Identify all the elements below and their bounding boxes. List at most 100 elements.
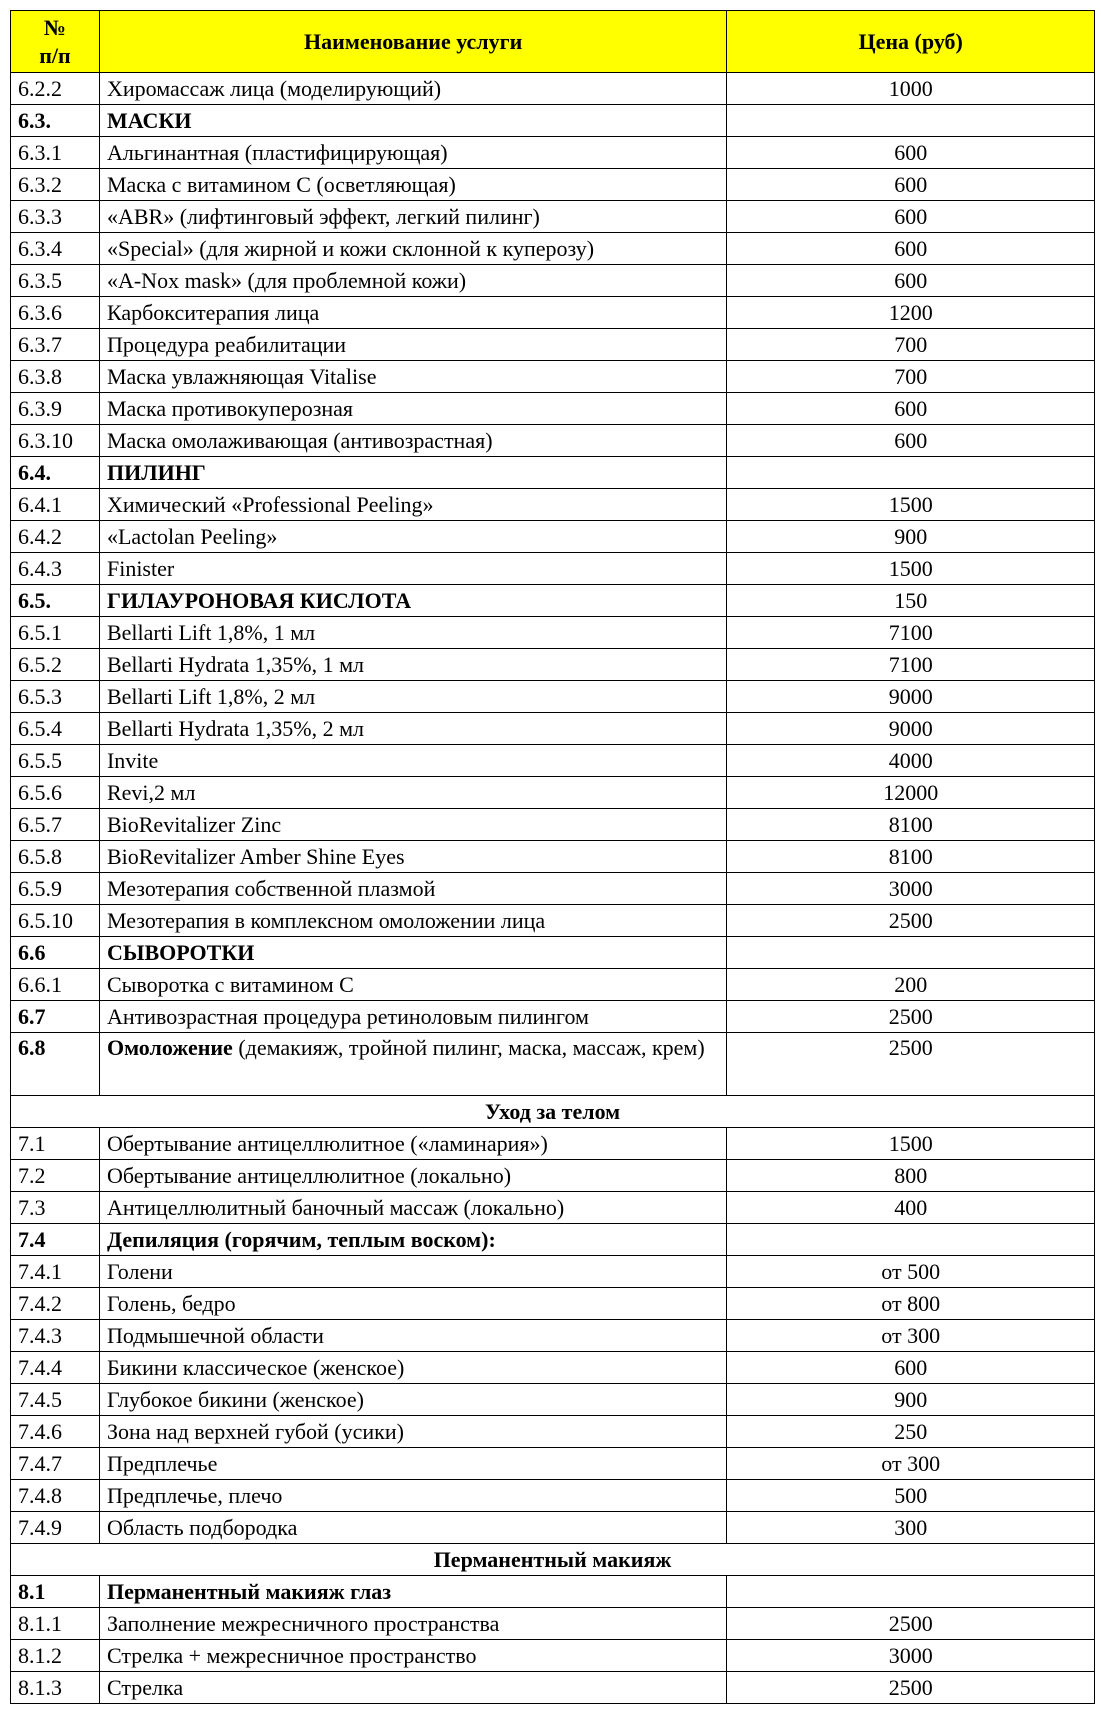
item-price: 8100: [726, 840, 1095, 873]
item-number: 6.5.10: [10, 904, 100, 937]
header-price: Цена (руб): [726, 10, 1095, 73]
item-name: «A-Nox mask» (для проблемной кожи): [98, 264, 728, 297]
item-price: 7100: [726, 648, 1095, 681]
item-price: 1200: [726, 296, 1095, 329]
item-number: 6.5.9: [10, 872, 100, 905]
item-name: Голень, бедро: [98, 1287, 728, 1320]
item-name: ГИЛАУРОНОВАЯ КИСЛОТА: [98, 584, 728, 617]
item-name: Маска с витамином С (осветляющая): [98, 168, 728, 201]
item-number: 6.5.5: [10, 744, 100, 777]
item-name: Альгинантная (пластифицирующая): [98, 136, 728, 169]
item-price: 600: [726, 200, 1095, 233]
table-row: 7.4.1 Голени от 500: [10, 1255, 1095, 1288]
item-name: Глубокое бикини (женское): [98, 1383, 728, 1416]
item-number: 6.3.4: [10, 232, 100, 265]
item-name: Мезотерапия собственной плазмой: [98, 872, 728, 905]
item-price: [726, 1575, 1095, 1608]
item-name: Finister: [98, 552, 728, 585]
item-price: 600: [726, 136, 1095, 169]
table-row: 7.4.9 Область подбородка 300: [10, 1511, 1095, 1544]
item-price: 9000: [726, 680, 1095, 713]
header-num-text: № п/п: [39, 14, 71, 68]
item-price: 700: [726, 328, 1095, 361]
item-number: 7.4.5: [10, 1383, 100, 1416]
item-number: 6.5.7: [10, 808, 100, 841]
item-name: Bellarti Hydrata 1,35%, 2 мл: [98, 712, 728, 745]
item-price: 2500: [726, 1000, 1095, 1033]
item-price: 9000: [726, 712, 1095, 745]
item-price: 300: [726, 1511, 1095, 1544]
item-price: 1500: [726, 552, 1095, 585]
item-name: МАСКИ: [98, 104, 728, 137]
item-price: 600: [726, 392, 1095, 425]
table-row: 7.4.8 Предплечье, плечо 500: [10, 1479, 1095, 1512]
item-name: Маска омолаживающая (антивозрастная): [98, 424, 728, 457]
item-number: 7.3: [10, 1191, 100, 1224]
item-price: 600: [726, 264, 1095, 297]
item-number: 6.3.8: [10, 360, 100, 393]
table-row: 6.5.7 BioRevitalizer Zinc 8100: [10, 808, 1095, 841]
item-name: Предплечье, плечо: [98, 1479, 728, 1512]
item-number: 6.5.6: [10, 776, 100, 809]
item-name: Мезотерапия в комплексном омоложении лиц…: [98, 904, 728, 937]
table-row: 6.3.3 «ABR» (лифтинговый эффект, легкий п…: [10, 200, 1095, 233]
item-name: Депиляция (горячим, теплым воском):: [98, 1223, 728, 1256]
item-number: 7.4.9: [10, 1511, 100, 1544]
item-name: Голени: [98, 1255, 728, 1288]
section-title: Перманентный макияж: [10, 1543, 1095, 1576]
table-row: 7.4.3 Подмышечной области от 300: [10, 1319, 1095, 1352]
item-number: 6.5.4: [10, 712, 100, 745]
table-row: 8.1 Перманентный макияж глаз: [10, 1575, 1095, 1608]
item-name: Омоложение (демакияж, тройной пилинг, ма…: [98, 1032, 728, 1096]
table-row: 6.8 Омоложение (демакияж, тройной пилинг,…: [10, 1032, 1095, 1096]
table-row: 6.4.1 Химический «Professional Peeling» 15…: [10, 488, 1095, 521]
table-row: 6.5.8 BioRevitalizer Amber Shine Eyes 8100: [10, 840, 1095, 873]
item-price: [726, 936, 1095, 969]
table-row: 8.1.1 Заполнение межресничного пространст…: [10, 1607, 1095, 1640]
table-row: 8.1.2 Стрелка + межресничное пространство…: [10, 1639, 1095, 1672]
item-number: 6.3.7: [10, 328, 100, 361]
item-price: от 500: [726, 1255, 1095, 1288]
item-number: 7.4.3: [10, 1319, 100, 1352]
table-row: 6.5.1 Bellarti Lift 1,8%, 1 мл 7100: [10, 616, 1095, 649]
item-price: 1500: [726, 488, 1095, 521]
item-name: Подмышечной области: [98, 1319, 728, 1352]
item-name: Bellarti Lift 1,8%, 2 мл: [98, 680, 728, 713]
item-price: 2500: [726, 1671, 1095, 1704]
table-row: 6.7 Антивозрастная процедура ретиноловым …: [10, 1000, 1095, 1033]
table-row: 7.2 Обертывание антицеллюлитное (локально…: [10, 1159, 1095, 1192]
item-name: Бикини классическое (женское): [98, 1351, 728, 1384]
table-row: 6.4.2 «Lactolan Peeling» 900: [10, 520, 1095, 553]
item-name: Область подбородка: [98, 1511, 728, 1544]
item-name: Обертывание антицеллюлитное («ламинария»…: [98, 1127, 728, 1160]
item-name: Bellarti Hydrata 1,35%, 1 мл: [98, 648, 728, 681]
table-row: 6.5.10 Мезотерапия в комплексном омоложен…: [10, 904, 1095, 937]
item-price: 600: [726, 168, 1095, 201]
table-row: 6.3.9 Маска противокуперозная 600: [10, 392, 1095, 425]
item-name: «Special» (для жирной и кожи склонной к …: [98, 232, 728, 265]
item-price: 250: [726, 1415, 1095, 1448]
item-number: 6.7: [10, 1000, 100, 1033]
table-row: 8.1.3 Стрелка 2500: [10, 1671, 1095, 1704]
item-number: 6.5.3: [10, 680, 100, 713]
section-row: Уход за телом: [10, 1095, 1095, 1128]
item-name: BioRevitalizer Zinc: [98, 808, 728, 841]
item-number: 6.6.1: [10, 968, 100, 1001]
item-name: Хиромассаж лица (моделирующий): [98, 72, 728, 105]
item-name: ПИЛИНГ: [98, 456, 728, 489]
item-price: 800: [726, 1159, 1095, 1192]
item-number: 6.3.: [10, 104, 100, 137]
price-list-table: № п/п Наименование услуги Цена (руб) 6.2…: [10, 10, 1095, 1704]
table-row: 7.1 Обертывание антицеллюлитное («ламинар…: [10, 1127, 1095, 1160]
item-number: 6.3.5: [10, 264, 100, 297]
item-number: 6.3.2: [10, 168, 100, 201]
item-number: 6.8: [10, 1032, 100, 1096]
item-name: Сыворотка с витамином С: [98, 968, 728, 1001]
item-name: Химический «Professional Peeling»: [98, 488, 728, 521]
item-price: 700: [726, 360, 1095, 393]
item-number: 6.3.6: [10, 296, 100, 329]
table-row: 6.3.1 Альгинантная (пластифицирующая) 600: [10, 136, 1095, 169]
item-price: 3000: [726, 1639, 1095, 1672]
item-number: 6.3.10: [10, 424, 100, 457]
table-row: 7.4.4 Бикини классическое (женское) 600: [10, 1351, 1095, 1384]
